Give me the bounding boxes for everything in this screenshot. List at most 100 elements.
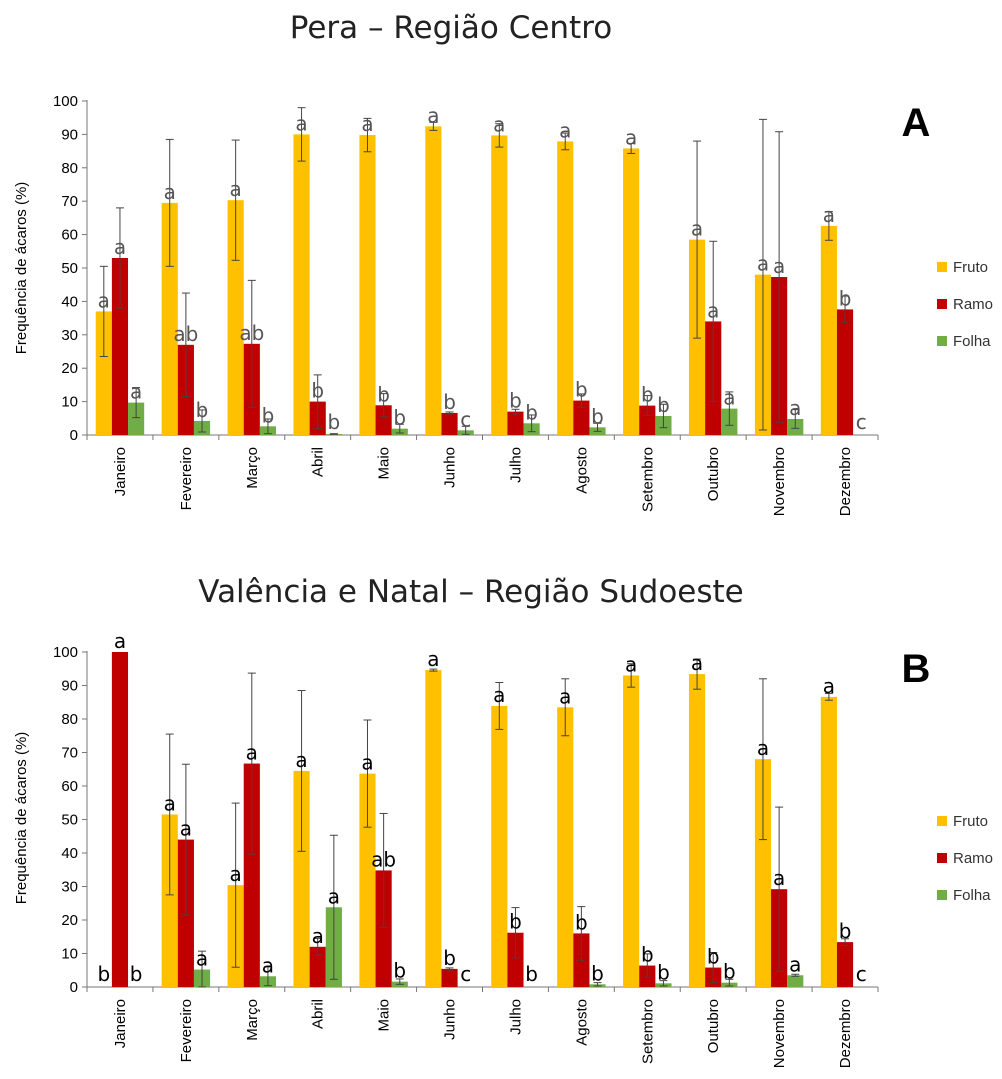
chart-a-significance-label: a <box>757 252 769 276</box>
chart-a-significance-label: b <box>591 404 604 428</box>
chart-a-y-tick-label: 40 <box>61 293 78 310</box>
chart-a-x-tick-label: Novembro <box>771 447 788 516</box>
chart-b-legend-swatch-fruto <box>937 816 947 826</box>
chart-b-y-tick-label: 0 <box>70 979 78 996</box>
chart-a-y-tick-label: 80 <box>61 160 78 177</box>
chart-b-y-tick-label: 90 <box>61 678 78 695</box>
chart-a-significance-label: b <box>641 383 654 407</box>
chart-a-y-tick-label: 90 <box>61 126 78 143</box>
chart-a-bar-fruto <box>623 148 640 436</box>
chart-a-significance-label: a <box>723 386 735 410</box>
chart-a-significance-label: a <box>114 235 126 259</box>
chart-b-significance-label: a <box>625 652 637 676</box>
chart-a-x-tick-label: Dezembro <box>837 447 854 516</box>
chart-b-y-axis-label: Frequência de ácaros (%) <box>13 732 30 905</box>
chart-b-legend-swatch-ramo <box>937 853 947 863</box>
chart-b-x-tick-label: Abril <box>310 999 327 1029</box>
chart-b-significance-label: a <box>262 953 274 977</box>
chart-a-bar-fruto <box>820 225 837 435</box>
chart-b-significance-label: b <box>591 961 604 985</box>
chart-b-significance-label: a <box>295 748 307 772</box>
chart-a-significance-label: a <box>789 396 801 420</box>
chart-b-significance-label: a <box>691 651 703 675</box>
chart-b-bar-fruto <box>623 675 640 987</box>
chart-b-significance-label: b <box>707 945 720 969</box>
chart-b-bar-fruto <box>820 696 837 987</box>
chart-a-x-tick-label: Maio <box>376 447 393 480</box>
chart-b-legend-label-ramo: Ramo <box>953 850 993 867</box>
chart-b-significance-label: b <box>443 946 456 970</box>
chart-b-significance-label: a <box>757 736 769 760</box>
chart-a-x-tick-label: Agosto <box>573 447 590 494</box>
chart-b-significance-label: b <box>723 960 736 984</box>
chart-b-significance-label: a <box>361 751 373 775</box>
chart-a-bar-fruto <box>491 135 508 436</box>
chart-a-significance-label: a <box>707 298 719 322</box>
chart-a-significance-label: b <box>328 410 341 434</box>
chart-a-x-tick-label: Setembro <box>639 447 656 512</box>
chart-b-y-tick-label: 50 <box>61 812 78 829</box>
chart-a-significance-label: b <box>393 406 406 430</box>
chart-b-x-tick-label: Maio <box>376 999 393 1032</box>
chart-a-y-tick-label: 0 <box>70 427 78 444</box>
chart-a-bar-fruto <box>161 202 178 435</box>
chart-a-bar-ramo <box>573 400 590 435</box>
chart-b-significance-label: b <box>575 910 588 934</box>
chart-b-legend-label-fruto: Fruto <box>953 813 988 830</box>
chart-a-significance-label: a <box>773 254 785 278</box>
chart-a-significance-label: b <box>575 378 588 402</box>
chart-a-bar-ramo <box>111 257 129 435</box>
chart-b-significance-label: a <box>823 674 835 698</box>
chart-a-y-tick-label: 30 <box>61 327 78 344</box>
chart-a-significance-label: a <box>295 111 307 135</box>
chart-b-bar-fruto <box>688 674 706 987</box>
chart-b-y-tick-label: 30 <box>61 879 78 896</box>
chart-b-bar-ramo <box>507 932 524 987</box>
chart-a-y-tick-label: 10 <box>61 394 78 411</box>
chart-a-significance-label: a <box>361 112 373 136</box>
chart-b-significance-label: a <box>230 862 242 886</box>
chart-b-significance-label: a <box>328 884 340 908</box>
chart-a-x-tick-label: Fevereiro <box>178 447 195 510</box>
chart-b-significance-label: a <box>789 952 801 976</box>
chart-b-significance-label: b <box>393 959 406 983</box>
chart-b-bar-ramo <box>836 942 854 987</box>
chart-a-significance-label: a <box>559 118 571 142</box>
chart-b-significance-label: b <box>839 919 852 943</box>
chart-b-x-tick-label: Junho <box>442 999 459 1040</box>
chart-a-significance-label: b <box>525 400 538 424</box>
chart-a-significance-label: a <box>230 177 242 201</box>
chart-b-bar-fruto <box>359 773 376 987</box>
chart-a-significance-label: a <box>823 203 835 227</box>
chart-b-significance-label: a <box>427 647 439 671</box>
chart-a-bar-fruto <box>227 200 244 435</box>
chart-a-legend-swatch-ramo <box>937 299 947 309</box>
chart-a-significance-label: ab <box>239 321 264 345</box>
chart-b-x-tick-label: Outubro <box>705 999 722 1053</box>
chart-b-significance-label: b <box>641 943 654 967</box>
chart-a-legend-swatch-fruto <box>937 262 947 272</box>
chart-a-significance-label: b <box>196 398 209 422</box>
chart-a-y-tick-label: 60 <box>61 227 78 244</box>
chart-a-bar-ramo <box>507 411 524 435</box>
chart-a-bar-ramo <box>441 412 458 435</box>
chart-a-x-tick-label: Março <box>244 447 261 489</box>
chart-a-significance-label: a <box>493 112 505 136</box>
chart-a-significance-label: c <box>856 410 867 434</box>
chart-b-legend-swatch-folha <box>937 890 947 900</box>
chart-b-significance-label: ab <box>371 847 396 871</box>
chart-b-significance-label: a <box>114 629 126 653</box>
chart-b-bar-ramo <box>441 968 458 987</box>
chart-b-significance-label: b <box>657 960 670 984</box>
chart-a-bar-folha <box>128 402 145 435</box>
chart-a-x-tick-label: Junho <box>442 447 459 488</box>
chart-a-bar-ramo <box>375 405 392 435</box>
chart-b-y-tick-label: 80 <box>61 711 78 728</box>
chart-b-y-tick-label: 40 <box>61 845 78 862</box>
chart-b-significance-label: b <box>525 962 538 986</box>
chart-b-y-tick-label: 60 <box>61 778 78 795</box>
chart-b-x-tick-label: Setembro <box>639 999 656 1064</box>
chart-a-plot-area: 0 10 20 30 40 50 60 70 80 90 100 Janeiro Fevereiro Ma… <box>53 93 993 516</box>
chart-a-bar-fruto <box>425 126 442 435</box>
